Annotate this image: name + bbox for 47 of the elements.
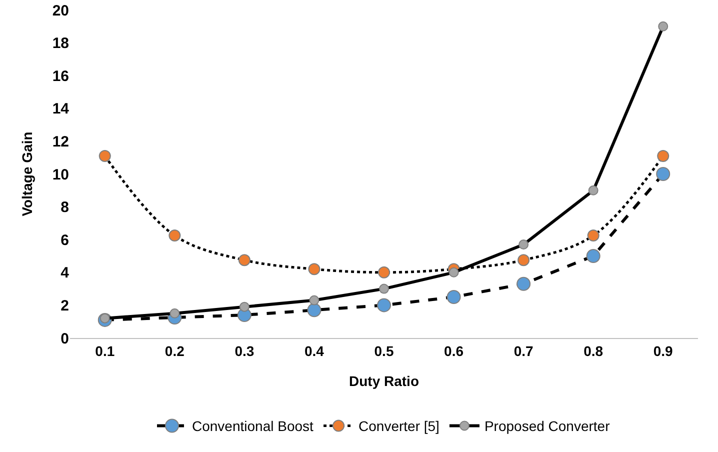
point [448, 267, 459, 278]
point [518, 254, 530, 266]
y-tick-label: 18 [52, 35, 69, 52]
x-axis-title: Duty Ratio [349, 373, 419, 390]
point [308, 263, 320, 276]
y-tick-label: 2 [60, 297, 69, 314]
point [98, 150, 111, 162]
y-tick-label: 8 [60, 199, 69, 216]
point [309, 295, 320, 306]
x-tick-label: 0.8 [584, 342, 604, 359]
x-tick-label: 0.6 [444, 342, 464, 359]
y-tick-label: 4 [60, 264, 70, 282]
legend-label: Proposed Converter [484, 418, 610, 434]
x-tick-label: 0.5 [374, 342, 394, 359]
point [518, 240, 529, 250]
x-tick-label: 0.7 [514, 342, 534, 359]
point [587, 230, 600, 242]
legend-label: Converter [5] [358, 418, 440, 434]
point [656, 167, 670, 181]
point [238, 254, 250, 266]
point [170, 308, 180, 318]
y-tick-label: 10 [52, 166, 69, 184]
point [516, 276, 531, 291]
point [588, 185, 598, 196]
y-tick-label: 0 [60, 330, 69, 348]
legend-label: Conventional Boost [192, 418, 314, 434]
y-tick-label: 6 [60, 232, 69, 249]
x-tick-label: 0.4 [304, 342, 324, 359]
y-tick-label: 16 [52, 68, 69, 85]
y-tick-label: 12 [52, 133, 69, 150]
point [446, 290, 461, 304]
x-tick-label: 0.2 [164, 342, 185, 359]
x-tick-label: 0.9 [653, 342, 674, 359]
point [239, 302, 250, 312]
point [377, 298, 391, 312]
y-axis-title: Voltage Gain [19, 132, 35, 216]
point [586, 249, 600, 263]
point [658, 21, 668, 32]
point [168, 230, 181, 242]
x-tick-label: 0.3 [234, 342, 254, 359]
x-tick-label: 0.1 [95, 342, 115, 359]
y-tick-label: 20 [52, 2, 69, 20]
point [307, 303, 322, 318]
y-tick-label: 14 [52, 100, 70, 118]
point [378, 266, 390, 278]
point [379, 284, 389, 294]
point [657, 150, 670, 162]
